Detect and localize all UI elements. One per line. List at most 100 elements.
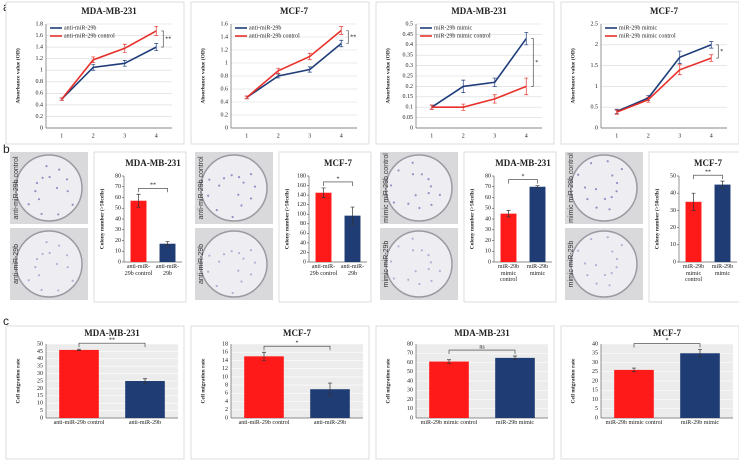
colony: [411, 249, 415, 252]
colony: [407, 278, 410, 281]
y-tick-label: 10: [485, 249, 491, 255]
series-line: [246, 29, 342, 99]
error-bar: [59, 97, 64, 101]
y-tick-label: 0.5: [406, 21, 414, 27]
colony: [237, 252, 241, 255]
colony: [66, 266, 69, 269]
significance-bracket: [531, 38, 534, 87]
x-tick-label-box: anti-miR-29b: [128, 420, 162, 426]
colony: [608, 284, 611, 287]
y-tick-label: 50: [485, 206, 491, 212]
error-bar: [143, 378, 147, 384]
y-tick-label: 80: [407, 341, 413, 347]
colony: [57, 289, 60, 292]
colony: [230, 250, 233, 253]
x-tick-label: 3: [678, 133, 681, 139]
colony: [610, 272, 613, 275]
x-tick-label: 3: [308, 133, 311, 139]
x-tick-label: miR-29b mimic control: [682, 264, 705, 284]
y-axis-label: Cell migration rate: [570, 358, 576, 403]
chart-title: MDA-MB-231: [81, 6, 137, 16]
y-tick-label: 1.6: [221, 21, 229, 27]
x-tick-label-box: anti-miR-29b: [341, 264, 364, 277]
y-tick-label: 20: [485, 238, 491, 244]
y-tick-label: 140: [297, 192, 306, 198]
colony: [620, 243, 623, 247]
colony: [411, 173, 415, 176]
chart-frame: [560, 1, 739, 145]
y-tick-label: 0.45: [403, 32, 414, 38]
significance-label: *: [535, 60, 538, 66]
error-bar: [91, 64, 96, 71]
y-axis-label: Cell migration rate: [200, 358, 206, 403]
colony: [35, 181, 39, 185]
significance-label: ns: [479, 344, 485, 350]
significance-label: *: [337, 176, 340, 182]
series-line: [431, 38, 527, 108]
chart-title: MCF-7: [324, 158, 352, 168]
x-tick-label: miR-29b mimic: [680, 420, 720, 426]
colony: [249, 197, 253, 200]
y-axis-label: Absorbance value (OD): [14, 48, 21, 103]
x-tick-label: 3: [123, 133, 126, 139]
y-tick-label: 0: [595, 125, 598, 131]
y-tick-label: 0: [410, 125, 413, 131]
y-axis-label: Cell migration rate: [385, 358, 391, 403]
chart-title: MDA-MB-231: [454, 328, 510, 338]
x-tick-label-box: anti-miR-29b control: [125, 264, 153, 277]
y-tick-label: 0.15: [403, 94, 414, 100]
colony: [40, 212, 43, 216]
y-tick-label: 60: [485, 195, 491, 201]
colony: [34, 190, 37, 193]
colony: [215, 208, 218, 212]
y-tick-label: 4: [225, 399, 228, 405]
y-tick-label: 1: [40, 68, 43, 74]
x-tick-label: 2: [92, 133, 95, 139]
colony: [615, 190, 618, 193]
y-tick-label: 40: [407, 378, 413, 384]
y-tick-label: 0.4: [406, 42, 414, 48]
y-tick-label: 0.05: [403, 115, 414, 121]
y-tick-label: 5: [595, 406, 598, 412]
colony: [215, 284, 218, 288]
y-tick-label: 10: [592, 397, 598, 403]
significance-bracket: [161, 30, 164, 48]
x-tick-label: 4: [340, 133, 343, 139]
bar: [429, 361, 469, 418]
error-bar: [77, 348, 81, 352]
series-line: [431, 85, 527, 108]
x-tick-label: miR-29b mimic: [526, 264, 549, 277]
error-bar: [506, 210, 511, 218]
y-tick-label: 0.2: [406, 84, 414, 90]
bar: [59, 349, 99, 418]
x-tick-label: 1: [60, 133, 63, 139]
y-axis-label: Absorbance value (OD): [199, 48, 206, 103]
y-tick-label: 1.6: [36, 33, 44, 39]
colony: [430, 279, 433, 282]
y-tick-label: 80: [115, 173, 121, 179]
colony: [242, 181, 245, 184]
chart-title: MDA-MB-231: [451, 6, 507, 16]
x-tick-label-box: miR-29b mimic: [526, 264, 549, 277]
chart-title: MCF-7: [280, 6, 308, 16]
colony: [55, 262, 59, 266]
significance-label: **: [165, 36, 171, 42]
error-bar: [709, 54, 714, 62]
x-tick-label: 2: [647, 133, 650, 139]
x-tick-label: anti-miR-29b: [128, 420, 162, 426]
colony: [253, 261, 257, 264]
y-tick-label: 1.4: [221, 34, 229, 40]
dish: [200, 154, 268, 222]
error-bar: [698, 349, 702, 358]
significance-bracket: [508, 179, 538, 184]
y-tick-label: 0.2: [36, 114, 44, 120]
y-tick-label: 0: [595, 415, 598, 421]
significance-bracket: [693, 174, 723, 180]
y-tick-label: 45: [37, 349, 43, 355]
x-tick-label: miR-29b mimic: [711, 264, 734, 277]
x-tick-label-box: miR-29b mimic: [711, 264, 734, 277]
colony: [411, 161, 414, 164]
colony: [577, 249, 580, 252]
y-tick-label: 6: [225, 391, 228, 397]
